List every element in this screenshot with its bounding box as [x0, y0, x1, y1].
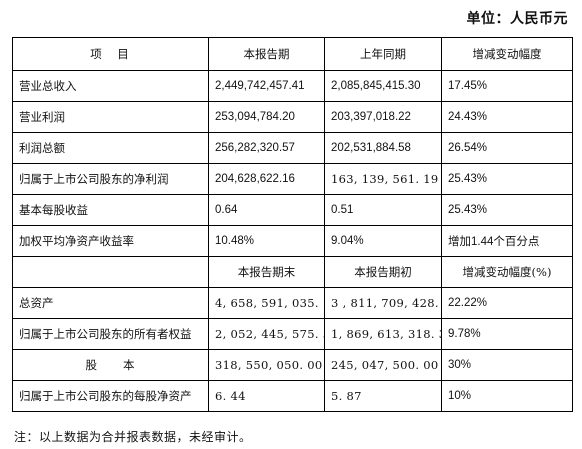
header-prior-period: 上年同期	[324, 37, 442, 71]
prior-value: 163, 139, 561. 19	[324, 163, 442, 195]
change-value: 25.43%	[441, 163, 573, 195]
current-value: 204,628,622.16	[208, 163, 325, 195]
prior-value: 2,085,845,415.30	[324, 70, 442, 102]
row-label: 基本每股收益	[12, 194, 209, 226]
table-row: 归属于上市公司股东的净利润 204,628,622.16 163, 139, 5…	[12, 163, 573, 195]
prior-value: 9.04%	[324, 225, 442, 257]
row-label: 利润总额	[12, 132, 209, 164]
change-value: 25.43%	[441, 194, 573, 226]
current-value: 253,094,784.20	[208, 101, 325, 133]
table-row: 归属于上市公司股东的所有者权益 2, 052, 445, 575. 56 1, …	[12, 318, 573, 350]
row-label: 加权平均净资产收益率	[12, 225, 209, 257]
prior-value: 202,531,884.58	[324, 132, 442, 164]
row-label: 营业利润	[12, 101, 209, 133]
header-period-start: 本报告期初	[324, 256, 442, 288]
table-header-row: 项 目 本报告期 上年同期 增减变动幅度	[12, 37, 573, 71]
prior-value: 245, 047, 500. 00	[324, 349, 442, 381]
current-value: 0.64	[208, 194, 325, 226]
header-item: 项 目	[12, 37, 209, 71]
table-row: 利润总额 256,282,320.57 202,531,884.58 26.54…	[12, 132, 573, 164]
table-row: 基本每股收益 0.64 0.51 25.43%	[12, 194, 573, 226]
current-value: 10.48%	[208, 225, 325, 257]
change-value: 17.45%	[441, 70, 573, 102]
prior-value: 203,397,018.22	[324, 101, 442, 133]
row-label: 总资产	[12, 287, 209, 319]
table-subheader-row: 本报告期末 本报告期初 增减变动幅度(%)	[12, 256, 573, 288]
financial-summary-table: 项 目 本报告期 上年同期 增减变动幅度 营业总收入 2,449,742,457…	[12, 37, 573, 412]
current-value: 256,282,320.57	[208, 132, 325, 164]
current-value: 6. 44	[208, 380, 325, 412]
table-row: 营业利润 253,094,784.20 203,397,018.22 24.43…	[12, 101, 573, 133]
table-row: 归属于上市公司股东的每股净资产 6. 44 5. 87 10%	[12, 380, 573, 412]
change-value: 30%	[441, 349, 573, 381]
change-value: 9.78%	[441, 318, 573, 350]
current-value: 4, 658, 591, 035. 11	[208, 287, 325, 319]
row-label: 归属于上市公司股东的净利润	[12, 163, 209, 195]
change-value: 24.43%	[441, 101, 573, 133]
header-period-end: 本报告期末	[208, 256, 325, 288]
current-value: 2,449,742,457.41	[208, 70, 325, 102]
prior-value: 5. 87	[324, 380, 442, 412]
table-row: 股 本 318, 550, 050. 00 245, 047, 500. 00 …	[12, 349, 573, 381]
unit-label: 单位：人民币元	[466, 11, 568, 27]
change-value: 增加1.44个百分点	[441, 225, 573, 257]
current-value: 2, 052, 445, 575. 56	[208, 318, 325, 350]
change-value: 22.22%	[441, 287, 573, 319]
current-value: 318, 550, 050. 00	[208, 349, 325, 381]
footnote: 注：以上数据为合并报表数据，未经审计。	[14, 430, 252, 444]
row-label: 归属于上市公司股东的所有者权益	[12, 318, 209, 350]
header-change-percent: 增减变动幅度(%)	[441, 256, 573, 288]
table-row: 总资产 4, 658, 591, 035. 11 3 , 811, 709, 4…	[12, 287, 573, 319]
table-row: 加权平均净资产收益率 10.48% 9.04% 增加1.44个百分点	[12, 225, 573, 257]
header-change: 增减变动幅度	[441, 37, 573, 71]
prior-value: 1, 869, 613, 318. 36	[324, 318, 442, 350]
prior-value: 0.51	[324, 194, 442, 226]
prior-value: 3 , 811, 709, 428. 44	[324, 287, 442, 319]
change-value: 10%	[441, 380, 573, 412]
change-value: 26.54%	[441, 132, 573, 164]
row-label: 营业总收入	[12, 70, 209, 102]
table-row: 营业总收入 2,449,742,457.41 2,085,845,415.30 …	[12, 70, 573, 102]
row-label: 股 本	[12, 349, 209, 381]
header-current-period: 本报告期	[208, 37, 325, 71]
row-label: 归属于上市公司股东的每股净资产	[12, 380, 209, 412]
subheader-item	[12, 256, 209, 288]
